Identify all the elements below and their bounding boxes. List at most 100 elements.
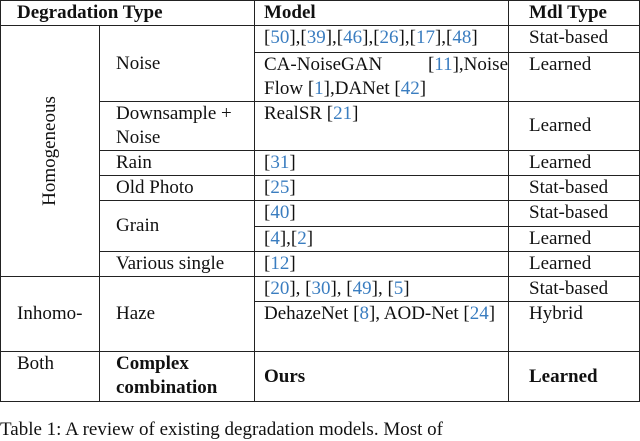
model-cell: Ours [254, 351, 509, 402]
model-text: ],[ [325, 27, 344, 48]
citation-link[interactable]: 46 [343, 27, 363, 48]
model-text: Ours [264, 365, 306, 387]
citation-link[interactable]: 39 [306, 27, 326, 48]
model-text: [ [264, 202, 271, 223]
model-text: [ [264, 177, 271, 198]
model-text: ] [289, 253, 296, 274]
model-text: [ [264, 253, 271, 274]
citation-link[interactable]: 49 [352, 278, 372, 299]
model-cell: [25] [254, 175, 509, 201]
model-text: ],DANet [ [323, 78, 401, 99]
model-cell: [40] [254, 200, 509, 227]
degradation-type-cell: Complex combination [99, 351, 255, 402]
mdl-type-cell: Learned [508, 101, 640, 151]
model-cell: [4],[2] [254, 226, 509, 252]
model-text: [ [264, 278, 271, 299]
degradation-type-cell: Downsample + Noise [99, 101, 255, 151]
header-row: Degradation Type Model Mdl Type [0, 0, 640, 26]
table-row: [4],[2] Learned [1, 226, 640, 252]
degradation-type-cell: Noise [99, 25, 255, 102]
degradation-type-cell: Grain [99, 200, 255, 252]
group-label: Homogeneous [39, 96, 60, 206]
model-cell: DehazeNet [8], AOD-Net [24] [254, 301, 509, 352]
model-text: ],[ [362, 27, 380, 48]
model-text: ] [419, 78, 427, 99]
model-text: RealSR [ [264, 103, 334, 124]
mdl-type-cell: Stat-based [508, 25, 640, 53]
citation-link[interactable]: 31 [270, 152, 290, 173]
model-text: ], [ [371, 278, 394, 299]
model-text: ] [403, 278, 410, 299]
citation-link[interactable]: 25 [270, 177, 290, 198]
mdl-type-cell: Learned [508, 150, 640, 176]
degradation-type-cell: Haze [99, 276, 255, 352]
model-cell: [12] [254, 251, 509, 277]
model-text: ] [289, 177, 296, 198]
model-text: ] [352, 103, 359, 124]
header-model: Model [254, 0, 509, 26]
model-text: ] [306, 228, 314, 249]
citation-link[interactable]: 42 [400, 78, 420, 99]
header-mdl-type: Mdl Type [508, 0, 640, 26]
citation-link[interactable]: 8 [359, 303, 369, 324]
model-text: ] [289, 202, 296, 223]
model-text: ] [289, 152, 296, 173]
citation-link[interactable]: 12 [270, 253, 290, 274]
citation-link[interactable]: 21 [333, 103, 353, 124]
header-degradation-type: Degradation Type [0, 0, 255, 26]
mdl-type-cell: Hybrid [508, 301, 640, 352]
mdl-type-cell: Learned [508, 351, 640, 402]
model-text: ],[ [434, 27, 453, 48]
citation-link[interactable]: 24 [469, 303, 489, 324]
model-cell: [31] [254, 150, 509, 176]
table-row: Grain [40] Stat-based [1, 200, 640, 252]
table-row: Inhomo- Haze [20], [30], [49], [5] Stat-bas… [0, 276, 640, 352]
group-inhomogeneous: Inhomo- [0, 276, 100, 352]
mdl-type-cell: Stat-based [508, 200, 640, 227]
table-row: Both Complex combination Ours Learned [0, 351, 640, 402]
mdl-type-cell: Learned [508, 226, 640, 252]
model-text: ],Noise Flow [ [264, 54, 508, 99]
model-text: ], [ [330, 278, 353, 299]
citation-link[interactable]: 48 [452, 27, 472, 48]
mdl-type-cell: Learned [508, 52, 640, 102]
citation-link[interactable]: 11 [434, 54, 453, 75]
model-text: [ [264, 27, 271, 48]
model-cell: CA-NoiseGAN [11],Noise Flow [1],DANet [4… [254, 52, 509, 102]
table-row: Homogeneous Noise [50],[39],[46],[26],[17]… [0, 25, 640, 277]
citation-link[interactable]: 50 [270, 27, 290, 48]
group-homogeneous: Homogeneous [0, 25, 100, 277]
model-text: ] [471, 27, 478, 48]
mdl-type-cell: Stat-based [508, 276, 640, 302]
table-row: Rain [31] Learned [1, 150, 640, 176]
citation-link[interactable]: 17 [415, 27, 435, 48]
table-caption: Table 1: A review of existing degradatio… [0, 419, 443, 440]
model-text: ],[ [398, 27, 416, 48]
model-text: [ [264, 228, 271, 249]
citation-link[interactable]: 4 [270, 228, 280, 249]
model-text: CA-NoiseGAN [ [264, 54, 435, 75]
citation-link[interactable]: 5 [393, 278, 404, 299]
table-row: CA-NoiseGAN [11],Noise Flow [1],DANet [4… [1, 52, 640, 102]
model-cell: [50],[39],[46],[26],[17],[48] [254, 25, 509, 53]
model-text: ],[ [289, 27, 307, 48]
degradation-models-table: Degradation Type Model Mdl Type Homogene… [0, 0, 640, 402]
model-text: DehazeNet [ [264, 303, 360, 324]
citation-link[interactable]: 30 [311, 278, 331, 299]
model-cell: RealSR [21] [254, 101, 509, 151]
model-text: ], [ [289, 278, 312, 299]
mdl-type-cell: Stat-based [508, 175, 640, 201]
degradation-type-cell: Various single [99, 251, 255, 277]
citation-link[interactable]: 2 [297, 228, 307, 249]
degradation-type-cell: Rain [99, 150, 255, 176]
group-both: Both [0, 351, 100, 402]
citation-link[interactable]: 40 [270, 202, 290, 223]
model-cell: [20], [30], [49], [5] [254, 276, 509, 302]
model-text: [ [264, 152, 271, 173]
citation-link[interactable]: 26 [379, 27, 399, 48]
mdl-type-cell: Learned [508, 251, 640, 277]
model-text: ],[ [279, 228, 298, 249]
degradation-type-cell: Old Photo [99, 175, 255, 201]
citation-link[interactable]: 20 [270, 278, 290, 299]
citation-link[interactable]: 1 [314, 78, 324, 99]
